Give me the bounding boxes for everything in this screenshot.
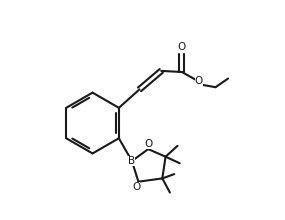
Text: B: B <box>128 156 135 166</box>
Text: O: O <box>144 139 153 149</box>
Text: O: O <box>132 182 141 192</box>
Text: O: O <box>195 76 203 86</box>
Text: O: O <box>178 42 186 52</box>
